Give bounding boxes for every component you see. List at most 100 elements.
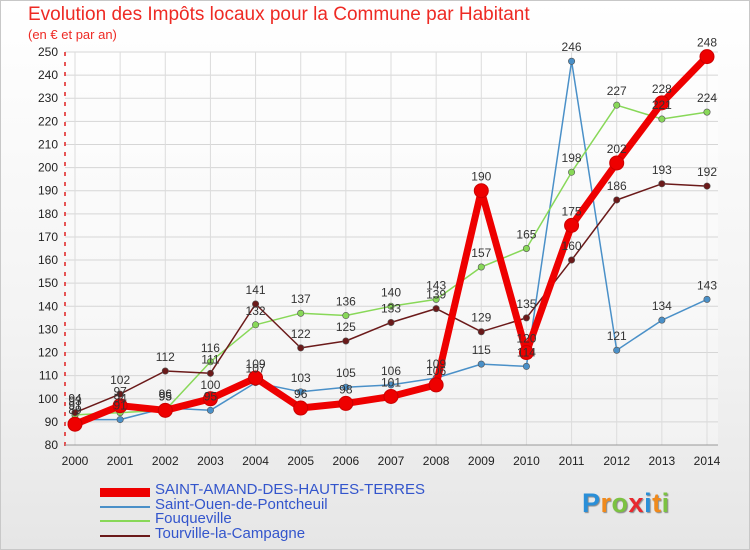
data-label: 97 (113, 385, 127, 399)
legend-label: Fouqueville (155, 510, 232, 527)
chart-subtitle: (en € et par an) (28, 27, 117, 42)
x-tick-label: 2005 (287, 454, 314, 468)
data-label: 140 (381, 285, 401, 299)
data-label: 202 (607, 142, 627, 156)
logo-letter: i (661, 488, 670, 518)
data-label: 165 (516, 228, 536, 242)
x-tick-label: 2014 (694, 454, 721, 468)
logo-letter: x (628, 488, 645, 518)
logo-letter: o (611, 488, 629, 518)
data-point (568, 256, 576, 264)
data-point (342, 383, 350, 391)
data-label: 107 (246, 362, 266, 376)
data-label: 190 (471, 170, 491, 184)
data-point (613, 196, 621, 204)
data-label: 122 (291, 327, 311, 341)
data-point (157, 402, 173, 418)
data-label: 248 (697, 36, 717, 50)
data-point (522, 314, 530, 322)
data-point (568, 57, 576, 65)
data-label: 133 (381, 301, 401, 315)
data-point (473, 183, 489, 199)
data-point (248, 370, 264, 386)
data-label: 112 (156, 350, 175, 364)
data-label: 221 (652, 98, 672, 112)
data-label: 120 (516, 332, 536, 346)
logo-letter: P (582, 488, 601, 518)
data-label: 157 (471, 246, 491, 260)
data-label: 129 (471, 311, 491, 325)
x-tick-label: 2002 (152, 454, 179, 468)
data-label: 224 (697, 91, 717, 105)
data-point (654, 95, 670, 111)
data-point (609, 155, 625, 171)
data-point (703, 295, 711, 303)
data-point (432, 305, 440, 313)
data-point (297, 388, 305, 396)
data-label: 134 (652, 299, 672, 313)
data-label: 94 (113, 392, 127, 406)
data-point (252, 321, 260, 329)
data-label: 141 (246, 283, 266, 297)
data-label: 193 (652, 163, 672, 177)
data-label: 95 (159, 389, 173, 403)
y-tick-label: 170 (38, 230, 58, 244)
data-label: 192 (697, 165, 717, 179)
legend-label: Saint-Ouen-de-Pontcheuil (155, 495, 328, 513)
y-tick-label: 220 (38, 114, 58, 128)
x-tick-label: 2011 (559, 454, 585, 468)
data-label: 228 (652, 82, 672, 96)
y-tick-label: 100 (38, 392, 58, 406)
data-label: 125 (336, 320, 356, 334)
data-point (658, 115, 666, 123)
data-point (112, 398, 128, 414)
data-point (161, 367, 169, 375)
y-tick-label: 80 (45, 438, 59, 452)
data-point (564, 217, 580, 233)
legend-label: Tourville-la-Campagne (155, 524, 306, 542)
data-label: 139 (426, 288, 446, 302)
data-point (477, 328, 485, 336)
legend-swatch (100, 488, 150, 497)
y-tick-label: 250 (38, 45, 58, 59)
data-label: 105 (336, 366, 356, 380)
data-label: 198 (562, 151, 582, 165)
data-label: 109 (426, 357, 446, 371)
data-point (522, 245, 530, 253)
data-label: 96 (159, 387, 173, 401)
data-point (202, 391, 218, 407)
y-tick-label: 140 (38, 299, 58, 313)
y-tick-label: 130 (38, 322, 58, 336)
data-point (518, 345, 534, 361)
data-point (428, 377, 444, 393)
y-tick-label: 240 (38, 68, 58, 82)
y-tick-label: 90 (45, 415, 59, 429)
data-label: 116 (201, 341, 220, 355)
data-point (116, 416, 124, 424)
y-tick-label: 120 (38, 346, 58, 360)
legend-swatch (100, 520, 150, 522)
data-label: 94 (68, 392, 82, 406)
data-label: 111 (201, 352, 220, 366)
data-point (568, 168, 576, 176)
data-label: 121 (607, 329, 627, 343)
data-label: 136 (336, 295, 356, 309)
data-point (116, 390, 124, 398)
data-label: 95 (204, 389, 218, 403)
y-tick-label: 160 (38, 253, 58, 267)
x-tick-label: 2012 (603, 454, 630, 468)
data-point (293, 400, 309, 416)
data-point (71, 409, 79, 417)
data-point (477, 263, 485, 271)
x-tick-label: 2009 (468, 454, 495, 468)
proxiti-logo: Proxiti (582, 488, 670, 519)
data-label: 175 (562, 204, 582, 218)
chart-title: Evolution des Impôts locaux pour la Comm… (28, 4, 530, 25)
x-tick-label: 2001 (107, 454, 134, 468)
data-point (613, 101, 621, 109)
data-label: 227 (607, 84, 627, 98)
data-label: 135 (516, 297, 536, 311)
data-point (342, 337, 350, 345)
data-label: 160 (562, 239, 582, 253)
